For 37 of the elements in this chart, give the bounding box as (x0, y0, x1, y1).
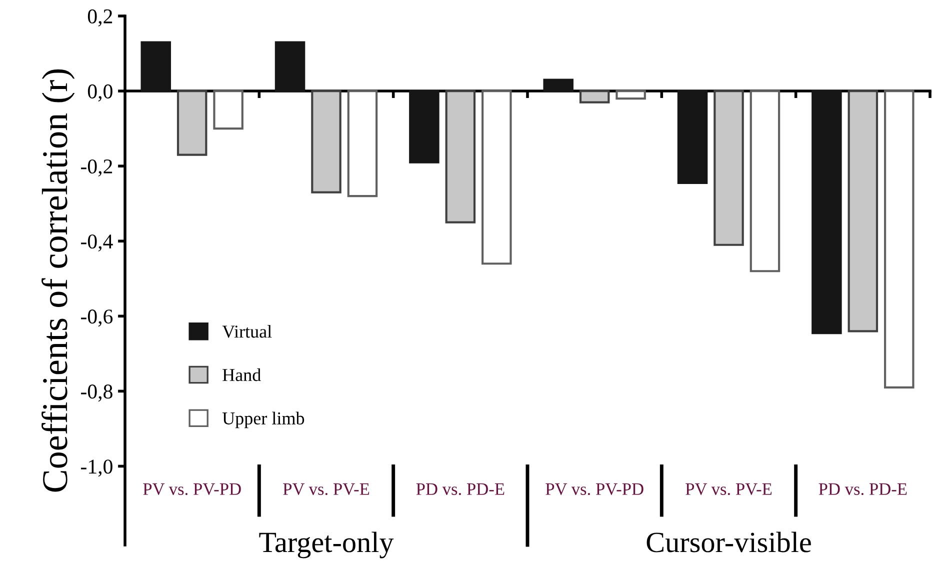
bar (347, 90, 378, 198)
y-axis-title: Coefficients of correlation (r) (42, 69, 75, 492)
y-tick-label: 0,0 (88, 84, 112, 102)
x-tick-label: PD vs. PD-E (416, 483, 504, 496)
bar (812, 90, 842, 334)
y-tick-label: -0,4 (80, 234, 113, 252)
legend-label: Hand (222, 368, 261, 382)
y-tick-label: 0,2 (88, 9, 112, 26)
bar (677, 90, 708, 184)
bar (616, 90, 646, 100)
bar (579, 90, 610, 104)
x-tick-label: PD vs. PD-E (818, 483, 907, 496)
bar (714, 90, 744, 246)
y-tick-label: -0,8 (80, 384, 112, 402)
x-tick-label: PV vs. PV-PD (143, 483, 241, 496)
y-tick-label: -1,0 (80, 460, 112, 477)
x-tick-label: PV vs. PV-E (686, 483, 772, 496)
y-tick-label: -0,2 (80, 159, 112, 176)
bar (445, 90, 476, 224)
bar (176, 90, 208, 156)
bar (213, 90, 244, 130)
bar (482, 90, 512, 265)
bar (409, 90, 440, 164)
bar (140, 41, 171, 92)
annotation: Target-only (259, 532, 394, 558)
annotation: Cursor-visible (646, 532, 811, 552)
bar (750, 90, 780, 272)
x-tick-label: PV vs. PV-E (283, 483, 370, 496)
legend-label: Upper limb (222, 412, 304, 428)
legend-label: Virtual (222, 325, 272, 338)
bar (274, 41, 306, 92)
bar (311, 90, 342, 194)
bar (848, 90, 878, 332)
bar (543, 78, 574, 92)
y-tick-label: -0,6 (80, 310, 113, 327)
bar (884, 90, 914, 388)
x-tick-label: PV vs. PV-PD (546, 483, 644, 496)
